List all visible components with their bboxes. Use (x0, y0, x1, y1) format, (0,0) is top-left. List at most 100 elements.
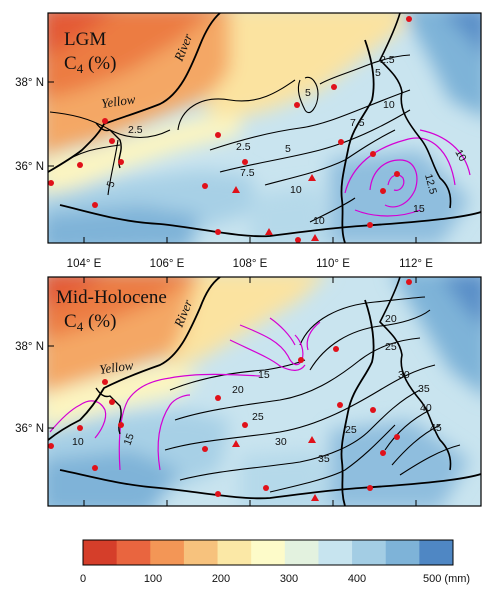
site-circle-icon (406, 279, 412, 285)
mh-label-magenta: 10 (72, 436, 84, 448)
site-circle-icon (202, 183, 208, 189)
site-circle-icon (118, 422, 124, 428)
lgm-label-black: 7.5 (240, 167, 255, 179)
lgm-xtick: 104° E (67, 258, 102, 270)
lgm-contour-labels: 2.5 5 2.5 5 7.5 10 10 5 10 7.5 2.5 5 12.… (105, 54, 469, 227)
mh-label-black: 40 (420, 402, 432, 414)
lgm-label-magenta: 15 (413, 203, 425, 215)
site-circle-icon (380, 450, 386, 456)
lgm-middle-river (340, 39, 375, 243)
lgm-subtitle: C4 (%) (64, 53, 116, 76)
lgm-xtick: 106° E (150, 258, 185, 270)
colorbar-swatch (385, 540, 420, 565)
site-triangle-icon (308, 174, 316, 181)
mh-label-magenta: 15 (258, 369, 270, 381)
site-circle-icon (367, 485, 373, 491)
mh-label-magenta: 15 (122, 432, 137, 447)
site-circle-icon (242, 422, 248, 428)
lgm-yellow-river (48, 13, 221, 173)
mh-frame (47, 276, 482, 507)
site-triangle-icon (308, 436, 316, 443)
site-circle-icon (263, 485, 269, 491)
lgm-frame (47, 12, 482, 244)
site-circle-icon (333, 346, 339, 352)
mh-site-markers (48, 279, 412, 501)
lgm-east-boundary (379, 13, 452, 209)
mh-label-black: 20 (385, 313, 397, 325)
site-triangle-icon (232, 440, 240, 447)
lgm-xtick: 108° E (233, 258, 268, 270)
colorbar-tick: 300 (280, 573, 298, 585)
mh-south-boundary (59, 469, 481, 500)
colorbar-swatch (217, 540, 252, 565)
mh-label-black: 25 (345, 424, 357, 436)
site-circle-icon (77, 162, 83, 168)
lgm-label-black: 10 (313, 215, 325, 227)
mh-label-black: 35 (418, 383, 430, 395)
lgm-contours-black (49, 54, 411, 223)
site-circle-icon (118, 159, 124, 165)
lgm-south-boundary (59, 204, 481, 238)
site-triangle-icon (311, 234, 319, 241)
lgm-precip-field (48, 13, 481, 243)
site-circle-icon (109, 138, 115, 144)
mh-yellow-river (48, 277, 221, 441)
lgm-x-ticks (83, 237, 417, 243)
site-triangle-icon (265, 228, 273, 235)
colorbar-tick: 100 (144, 573, 162, 585)
colorbar-swatch (419, 540, 454, 565)
colorbar-swatch (83, 540, 118, 565)
lgm-label-magenta: 12.5 (422, 173, 439, 196)
site-circle-icon (92, 202, 98, 208)
mh-middle-river (340, 299, 375, 506)
mh-precip-field (48, 277, 481, 506)
mh-y-ticks (48, 345, 54, 429)
site-circle-icon (215, 491, 221, 497)
lgm-contours-magenta (344, 129, 471, 217)
site-circle-icon (394, 171, 400, 177)
site-circle-icon (102, 379, 108, 385)
lgm-ytick-36n: 36° N (15, 161, 44, 173)
mh-contours-magenta (49, 317, 321, 471)
mh-label-black: 30 (275, 436, 287, 448)
colorbar-swatch (116, 540, 151, 565)
mh-label-black: 25 (385, 341, 397, 353)
lgm-label-black: 5 (105, 179, 118, 189)
lgm-xtick: 110° E (316, 258, 350, 270)
site-circle-icon (331, 84, 337, 90)
site-circle-icon (48, 180, 54, 186)
mh-label-black: 20 (232, 384, 244, 396)
mh-label-black: 35 (318, 453, 330, 465)
panel-mid-holocene: 20 25 20 25 30 35 25 30 35 40 45 15 10 1… (15, 276, 482, 507)
mh-label-black: 30 (398, 369, 410, 381)
lgm-y-ticks (48, 81, 54, 167)
site-circle-icon (338, 139, 344, 145)
site-circle-icon (370, 407, 376, 413)
mh-x-ticks (83, 277, 417, 506)
colorbar-tick: 500 (mm) (423, 573, 470, 585)
lgm-title: LGM (64, 29, 106, 50)
colorbar-swatch (251, 540, 286, 565)
site-circle-icon (337, 402, 343, 408)
lgm-label-magenta: 10 (452, 148, 468, 164)
lgm-ytick-38n: 38° N (15, 77, 44, 89)
site-circle-icon (294, 102, 300, 108)
mh-ytick-36n: 36° N (15, 423, 44, 435)
panel-lgm: 2.5 5 2.5 5 7.5 10 10 5 10 7.5 2.5 5 12.… (15, 12, 482, 270)
site-triangle-icon (232, 186, 240, 193)
colorbar-frame (82, 539, 454, 566)
mh-ytick-38n: 38° N (15, 341, 44, 353)
site-circle-icon (215, 132, 221, 138)
colorbar (83, 540, 454, 565)
site-circle-icon (370, 151, 376, 157)
lgm-river-branch (95, 122, 122, 169)
lgm-xtick: 112° E (399, 258, 433, 270)
colorbar-tick: 200 (212, 573, 230, 585)
mh-river-label-yellow: Yellow (98, 357, 134, 377)
site-circle-icon (48, 443, 54, 449)
colorbar-swatch (318, 540, 353, 565)
mh-contours-black (164, 296, 461, 493)
lgm-label-black: 5 (285, 143, 291, 155)
site-circle-icon (102, 118, 108, 124)
